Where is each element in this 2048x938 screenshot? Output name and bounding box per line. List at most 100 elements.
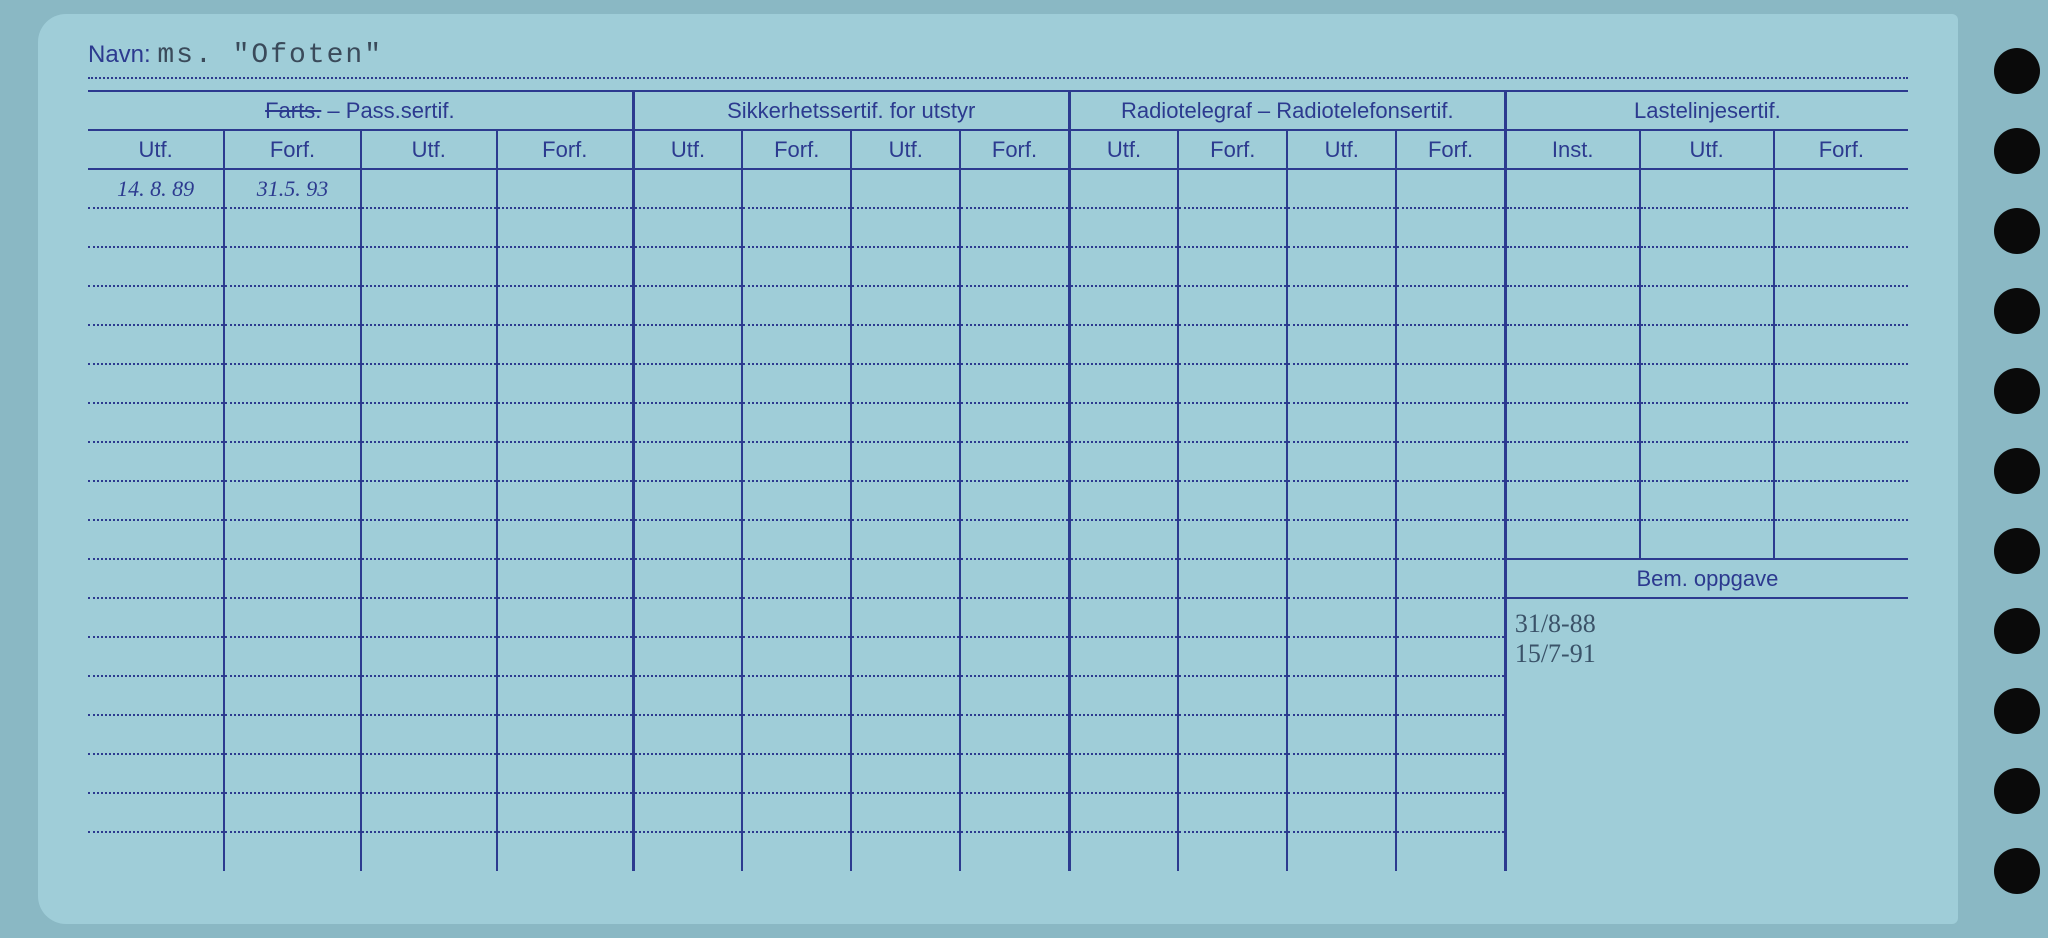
cell (1640, 247, 1774, 286)
cell (1505, 286, 1639, 325)
cell (960, 286, 1069, 325)
cell (1396, 793, 1505, 832)
cell (88, 442, 224, 481)
cell (1505, 169, 1639, 208)
cell (1287, 481, 1396, 520)
cell (88, 637, 224, 676)
sub-forf: Forf. (224, 130, 360, 169)
cell (851, 442, 960, 481)
cell (960, 403, 1069, 442)
cell (633, 754, 742, 793)
cell (1178, 208, 1287, 247)
cell (1396, 598, 1505, 637)
cell (497, 598, 633, 637)
table-row (88, 325, 1908, 364)
cell (361, 442, 497, 481)
sub-forf: Forf. (1178, 130, 1287, 169)
cell (497, 520, 633, 559)
cell (633, 832, 742, 871)
cell (1774, 169, 1908, 208)
cell (851, 520, 960, 559)
cell (1774, 481, 1908, 520)
cell (1287, 169, 1396, 208)
cell (633, 247, 742, 286)
cell (361, 403, 497, 442)
cell (633, 481, 742, 520)
cell (1069, 481, 1178, 520)
cell (361, 676, 497, 715)
table-row: Bem. oppgave (88, 559, 1908, 598)
cell (851, 637, 960, 676)
punch-hole (1994, 48, 2040, 94)
cell (851, 286, 960, 325)
cell (742, 715, 851, 754)
cell (1178, 325, 1287, 364)
cell (851, 715, 960, 754)
cell (633, 169, 742, 208)
cell (497, 559, 633, 598)
cell (633, 520, 742, 559)
cell (1396, 676, 1505, 715)
cell (361, 598, 497, 637)
cell (361, 481, 497, 520)
cell (1069, 442, 1178, 481)
cell (1069, 832, 1178, 871)
sub-utf: Utf. (1287, 130, 1396, 169)
cell (497, 208, 633, 247)
cell (1505, 520, 1639, 559)
cell (224, 754, 360, 793)
cell (742, 364, 851, 403)
cell (742, 208, 851, 247)
sub-utf: Utf. (1069, 130, 1178, 169)
cell (633, 442, 742, 481)
cell (1178, 442, 1287, 481)
navn-row: Navn: ms. "Ofoten" (88, 40, 1908, 79)
cell (851, 247, 960, 286)
cell (851, 403, 960, 442)
cell (1287, 832, 1396, 871)
cell (1774, 364, 1908, 403)
cell (633, 676, 742, 715)
cell (1396, 169, 1505, 208)
cell (361, 637, 497, 676)
cell (851, 793, 960, 832)
cell (633, 208, 742, 247)
cell (1287, 559, 1396, 598)
cell (1069, 793, 1178, 832)
cell (742, 598, 851, 637)
cell (224, 715, 360, 754)
cell (1505, 364, 1639, 403)
cell (1069, 169, 1178, 208)
cell (1069, 208, 1178, 247)
cell (851, 559, 960, 598)
cell (1774, 325, 1908, 364)
navn-value: ms. "Ofoten" (157, 40, 383, 71)
farts-strike: Farts. (265, 98, 321, 123)
punch-hole (1994, 608, 2040, 654)
cell (361, 559, 497, 598)
cell (1396, 442, 1505, 481)
punch-hole (1994, 368, 2040, 414)
table-row (88, 481, 1908, 520)
cell (1640, 520, 1774, 559)
cell (1069, 520, 1178, 559)
punch-hole (1994, 848, 2040, 894)
cell (1396, 832, 1505, 871)
punch-hole (1994, 128, 2040, 174)
sub-inst: Inst. (1505, 130, 1639, 169)
cell (361, 247, 497, 286)
cell (88, 364, 224, 403)
cell (88, 559, 224, 598)
cell (497, 754, 633, 793)
sub-utf: Utf. (633, 130, 742, 169)
cell (1287, 286, 1396, 325)
cell (1178, 715, 1287, 754)
cell (1178, 403, 1287, 442)
cell (1640, 481, 1774, 520)
group-radio: Radiotelegraf – Radiotelefonsertif. (1069, 91, 1505, 130)
cell (88, 325, 224, 364)
cell (742, 481, 851, 520)
cell (1178, 598, 1287, 637)
cell (88, 286, 224, 325)
cell (742, 676, 851, 715)
